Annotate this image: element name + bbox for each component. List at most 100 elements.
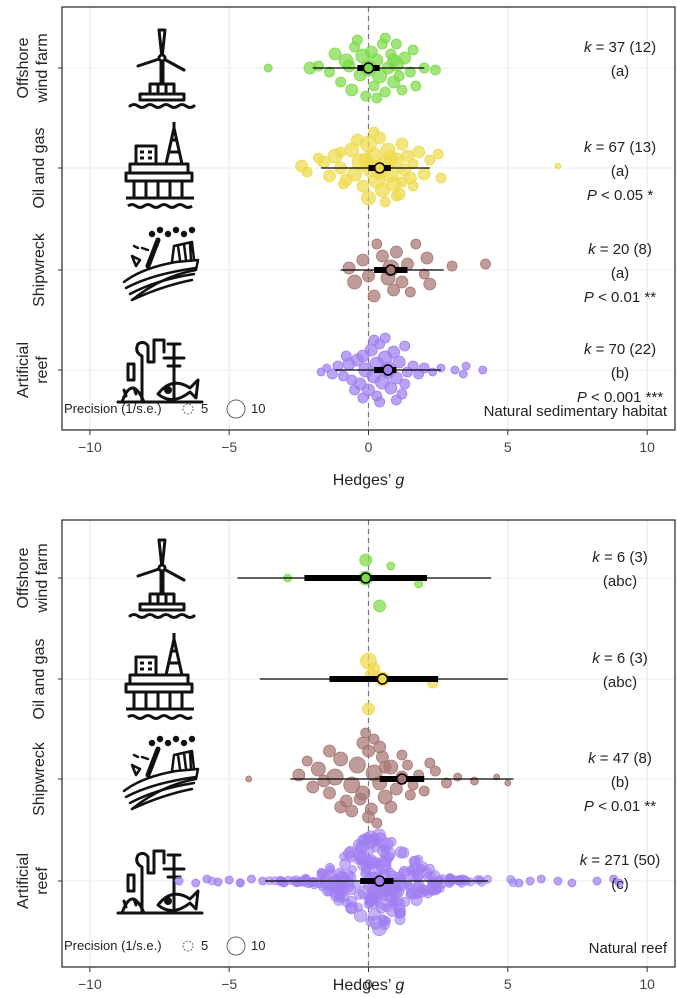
data-point — [412, 881, 423, 892]
k-annotation: k = 37 (12) — [584, 39, 656, 56]
mean-point — [373, 875, 386, 887]
legend-small-label: 5 — [201, 401, 208, 416]
data-point — [368, 80, 380, 92]
data-point — [326, 368, 338, 380]
legend-title: Precision (1/s.e.) — [64, 401, 162, 416]
data-point — [400, 896, 411, 907]
legend-small-label: 5 — [201, 938, 208, 953]
k-symbol: k — [584, 139, 593, 156]
p-symbol: P — [584, 289, 594, 306]
oil-platform-icon — [124, 631, 196, 720]
group-label-line: reef — [34, 356, 51, 384]
group-letter: (a) — [611, 63, 629, 80]
data-point — [362, 702, 375, 716]
data-point — [404, 66, 416, 78]
group-letter: (b) — [611, 774, 629, 791]
data-point — [398, 867, 410, 880]
legend-small-circle — [182, 403, 194, 415]
data-point — [450, 365, 460, 375]
data-point — [614, 878, 624, 888]
data-point — [339, 858, 351, 870]
data-point — [362, 269, 375, 283]
data-point — [379, 196, 391, 208]
data-point — [414, 854, 424, 864]
precision-legend: Precision (1/s.e.) 5 10 — [64, 936, 265, 956]
data-point — [323, 786, 336, 800]
mean-point — [376, 673, 389, 685]
data-point — [213, 877, 223, 887]
data-point — [483, 874, 493, 884]
data-point — [332, 360, 344, 372]
k-symbol: k — [584, 39, 593, 56]
data-point — [379, 332, 391, 344]
data-point — [387, 345, 400, 359]
data-point — [371, 921, 387, 937]
group-shipwreck — [124, 228, 491, 302]
group-label-line: Shipwreck — [31, 741, 48, 816]
data-point — [323, 744, 336, 758]
data-point — [435, 172, 447, 184]
mean-point — [396, 773, 408, 785]
data-point — [399, 340, 411, 352]
p-value: < 0.05 * — [597, 187, 653, 204]
data-point — [402, 759, 413, 771]
data-point — [368, 733, 380, 745]
data-point — [347, 274, 362, 290]
data-point — [407, 360, 419, 372]
group-oil-platform — [124, 631, 508, 720]
data-point — [342, 880, 355, 893]
k-symbol: k — [584, 341, 593, 358]
data-point — [356, 736, 370, 750]
mean-point — [373, 162, 386, 174]
data-point — [403, 877, 412, 887]
data-point — [317, 774, 331, 788]
data-point — [371, 92, 383, 104]
data-point — [351, 34, 363, 46]
x-tick-label: −5 — [221, 976, 237, 992]
x-tick-label: 5 — [504, 439, 512, 455]
x-axis-label: Hedges’ g — [333, 472, 405, 489]
data-point — [301, 166, 313, 178]
k-annotation: k = 47 (8) — [588, 750, 652, 767]
data-point — [245, 775, 253, 783]
k-symbol: k — [580, 852, 589, 869]
group-shipwreck — [124, 727, 514, 829]
group-label-line: Artificial — [15, 342, 32, 398]
data-point — [387, 53, 400, 67]
data-point — [525, 876, 535, 886]
k-value: = 70 (22) — [591, 341, 656, 358]
data-point — [312, 152, 324, 164]
data-point — [367, 662, 381, 676]
data-point — [335, 146, 347, 158]
group-letter: (a) — [611, 265, 629, 282]
x-tick-label: −5 — [221, 439, 237, 455]
data-point — [389, 782, 403, 796]
wind-turbine-icon — [128, 538, 196, 619]
data-point — [446, 260, 458, 272]
data-point — [371, 817, 383, 829]
x-tick-label: 10 — [639, 976, 655, 992]
data-point — [353, 888, 365, 900]
data-point — [398, 51, 412, 65]
data-point — [407, 180, 419, 192]
data-point — [379, 32, 391, 44]
data-point — [342, 261, 356, 275]
k-symbol: k — [592, 549, 601, 566]
group-wind-turbine — [128, 538, 492, 619]
data-point — [427, 886, 438, 896]
wind-turbine-icon — [128, 28, 196, 109]
data-point — [514, 878, 524, 888]
data-point — [340, 350, 352, 362]
data-point — [423, 277, 437, 291]
group-letter: (a) — [611, 163, 629, 180]
data-point — [310, 761, 326, 777]
data-point — [279, 878, 289, 888]
data-point — [393, 70, 405, 82]
data-point — [379, 86, 391, 98]
legend-small-circle — [182, 940, 194, 952]
data-point — [335, 76, 347, 88]
data-point — [301, 755, 313, 767]
legend-large-circle — [226, 399, 246, 419]
group-letter: (b) — [611, 365, 629, 382]
data-point — [469, 776, 479, 786]
